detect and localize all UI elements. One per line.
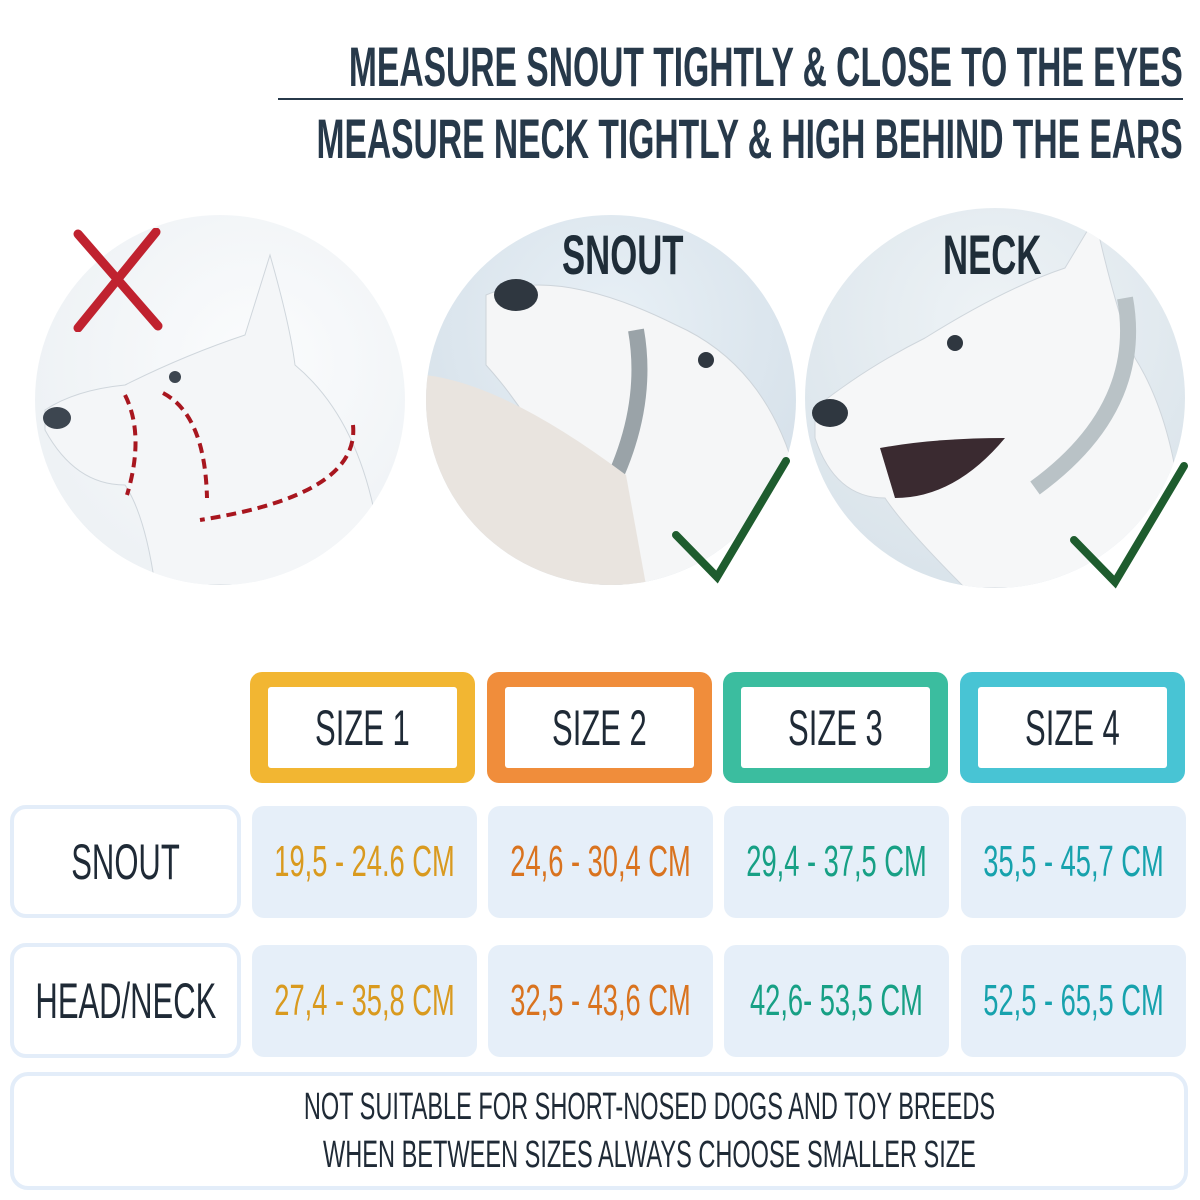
check-icon — [672, 457, 790, 584]
size-2-header: SIZE 2 — [487, 672, 712, 783]
footer-note-breeds: NOT SUITABLE FOR SHORT-NOSED DOGS AND TO… — [303, 1086, 995, 1128]
size-3-header: SIZE 3 — [723, 672, 948, 783]
cell-value: 35,5 - 45,7 CM — [983, 837, 1164, 886]
table-cell: 29,4 - 37,5 CM — [724, 806, 949, 918]
cell-value: 32,5 - 43,6 CM — [510, 976, 691, 1025]
size-3-label: SIZE 3 — [788, 699, 883, 756]
table-cell: 52,5 - 65,5 CM — [961, 945, 1186, 1057]
table-cell: 42,6- 53,5 CM — [724, 945, 949, 1057]
cell-value: 24,6 - 30,4 CM — [510, 837, 691, 886]
instruction-neck: MEASURE NECK TIGHTLY & HIGH BEHIND THE E… — [316, 107, 1183, 170]
table-cell: 27,4 - 35,8 CM — [252, 945, 477, 1057]
snout-label: SNOUT — [562, 223, 684, 286]
size-1-label: SIZE 1 — [315, 699, 410, 756]
row-label-snout: SNOUT — [10, 805, 241, 918]
size-2-label: SIZE 2 — [552, 699, 647, 756]
cell-value: 42,6- 53,5 CM — [750, 976, 923, 1025]
cell-value: 29,4 - 37,5 CM — [746, 837, 927, 886]
table-cell: 35,5 - 45,7 CM — [961, 806, 1186, 918]
cross-icon — [73, 228, 163, 332]
cell-value: 52,5 - 65,5 CM — [983, 976, 1164, 1025]
size-1-header: SIZE 1 — [250, 672, 475, 783]
size-4-label: SIZE 4 — [1025, 699, 1120, 756]
photo-wrong-measurement — [35, 215, 405, 585]
divider — [278, 98, 1183, 100]
check-icon — [1070, 462, 1188, 589]
cell-value: 27,4 - 35,8 CM — [274, 976, 455, 1025]
photo-snout-measurement — [426, 215, 796, 585]
row-label-text: SNOUT — [71, 833, 180, 890]
table-cell: 19,5 - 24.6 CM — [252, 806, 477, 918]
photo-neck-measurement — [805, 208, 1185, 588]
row-label-text: HEAD/NECK — [35, 972, 216, 1029]
instruction-snout: MEASURE SNOUT TIGHTLY & CLOSE TO THE EYE… — [349, 35, 1183, 98]
cell-value: 19,5 - 24.6 CM — [274, 837, 455, 886]
footer-notes: NOT SUITABLE FOR SHORT-NOSED DOGS AND TO… — [10, 1072, 1188, 1190]
dog-neck-illustration — [812, 216, 1185, 588]
table-cell: 32,5 - 43,6 CM — [488, 945, 713, 1057]
footer-note-sizing: WHEN BETWEEN SIZES ALWAYS CHOOSE SMALLER… — [322, 1134, 976, 1176]
neck-label: NECK — [943, 223, 1042, 286]
size-4-header: SIZE 4 — [960, 672, 1185, 783]
table-cell: 24,6 - 30,4 CM — [488, 806, 713, 918]
row-label-head-neck: HEAD/NECK — [10, 943, 241, 1058]
dog-snout-illustration — [426, 279, 796, 585]
dog-profile-illustration — [43, 253, 376, 585]
